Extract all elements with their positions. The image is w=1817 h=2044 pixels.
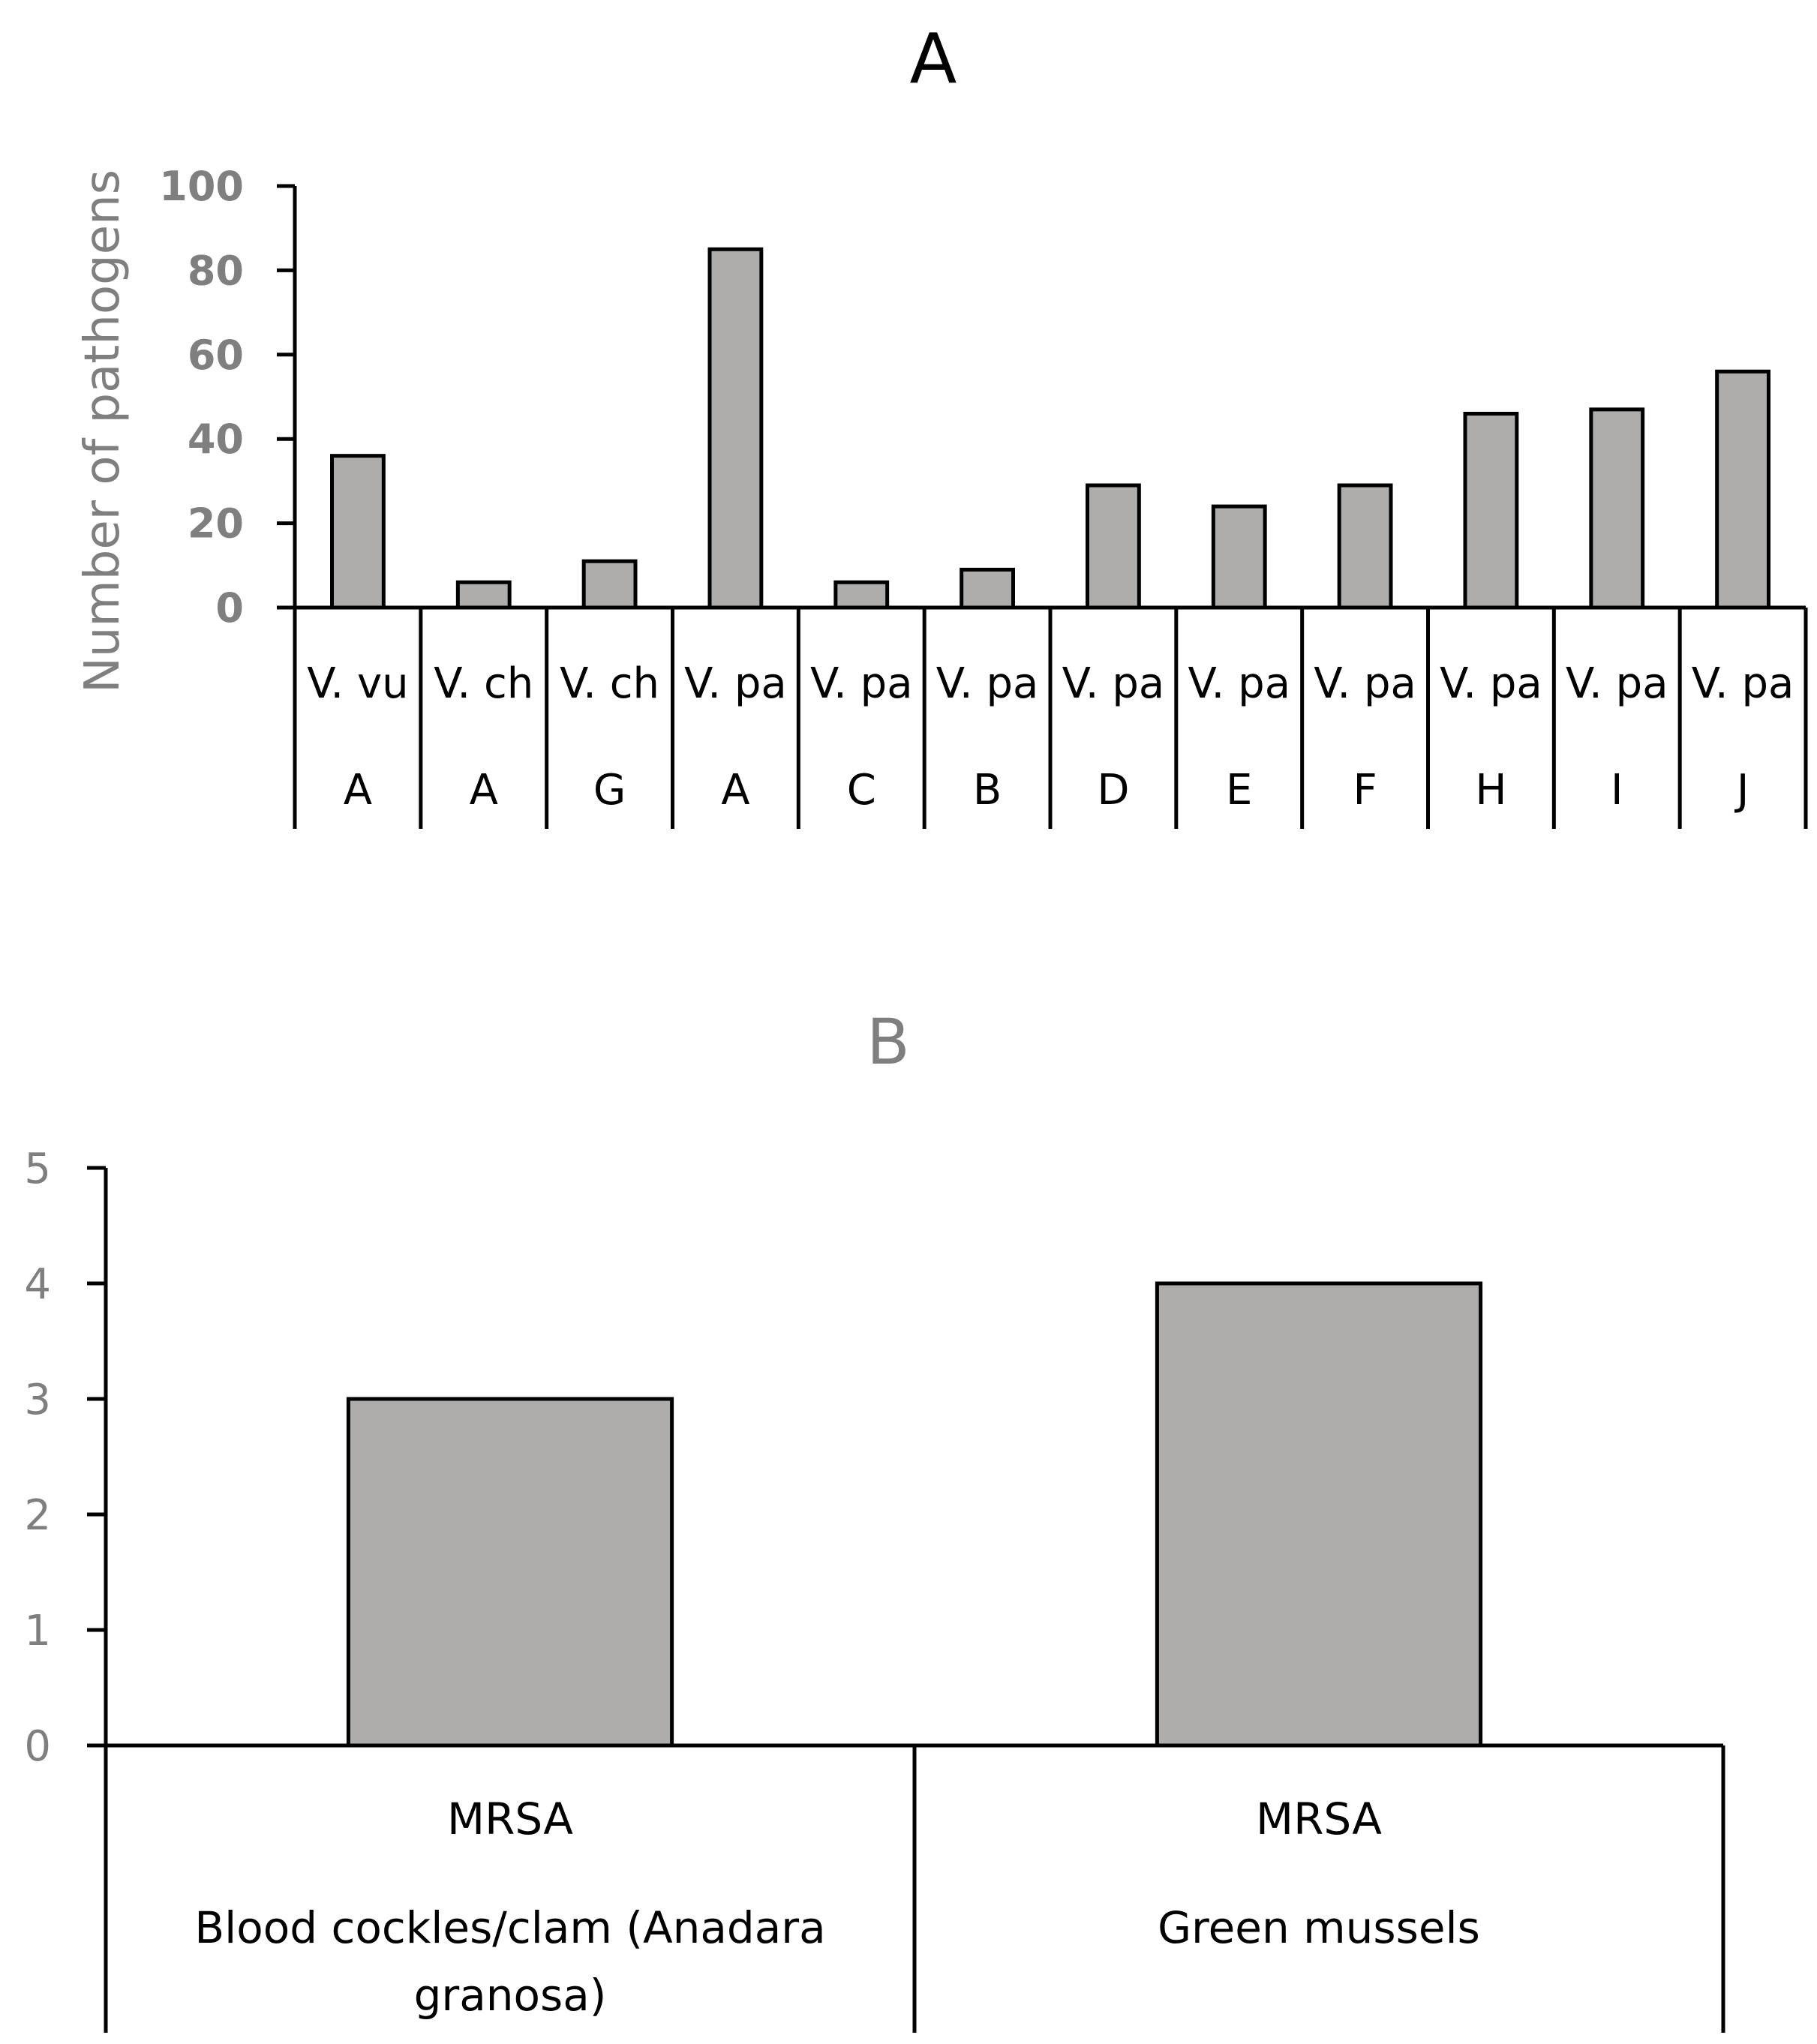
chart-b: B 0 1 2 3 4 5 MRSA Blood cockles/clam (Anadara… (24, 1005, 1725, 2033)
chart-a-bar (833, 580, 890, 610)
chart-a: A Number of pathogens 0 20 40 60 80 100 V. vu… (75, 19, 1808, 829)
chart-a-category-pathogen-label: V. pa (1188, 659, 1290, 708)
chart-b-category-pathogen-label: MRSA (447, 1793, 573, 1844)
chart-a-bar (1211, 504, 1267, 610)
chart-a-category-site-label: A (344, 766, 372, 815)
chart-a-category-site-label: E (1226, 766, 1252, 815)
chart-b-y-tick-label: 0 (24, 1722, 51, 1771)
chart-a-category-pathogen-label: V. pa (684, 659, 787, 708)
chart-a-y-tick-label: 0 (215, 584, 244, 632)
chart-a-category-labels: V. vu A V. ch A V. ch G V. pa A V. pa C V. pa B V. p… (307, 659, 1794, 815)
chart-a-category-pathogen-label: V. pa (1566, 659, 1668, 708)
chart-a-category-pathogen-label: V. pa (936, 659, 1039, 708)
chart-b-category-host-label-line: Green mussels (1158, 1902, 1480, 1953)
chart-a-y-axis-label: Number of pathogens (75, 170, 131, 693)
chart-a-category-site-label: F (1353, 766, 1377, 815)
chart-b-category-host-label-line: Blood cockles/clam (Anadara (194, 1902, 825, 1953)
chart-b-category-host-label: Green mussels (1158, 1902, 1480, 1953)
chart-a-category-pathogen-label: V. pa (1440, 659, 1542, 708)
chart-a-bar (1715, 369, 1770, 610)
chart-a-bars (330, 247, 1770, 610)
chart-a-y-tick-label: 100 (159, 163, 244, 210)
chart-b-axes (104, 1168, 1725, 2033)
chart-b-y-tick-label: 2 (24, 1491, 51, 1540)
chart-a-bar (581, 559, 638, 610)
chart-a-category-pathogen-label: V. ch (434, 659, 533, 708)
chart-a-category-site-label: J (1734, 766, 1749, 815)
chart-a-y-tick-label: 40 (188, 416, 244, 463)
chart-a-category-site-label: B (973, 766, 1002, 815)
chart-a-title: A (910, 19, 957, 99)
chart-a-category-site-label: C (847, 766, 876, 815)
chart-a-bar (707, 247, 764, 610)
chart-b-bars (346, 1281, 1483, 1748)
chart-a-y-tick-label: 80 (188, 247, 244, 294)
chart-a-bar (1086, 483, 1141, 610)
chart-a-bar (960, 567, 1015, 610)
chart-a-y-tick-label: 60 (188, 332, 244, 379)
chart-a-bar (1589, 407, 1645, 610)
chart-a-bar (455, 580, 512, 610)
chart-a-category-site-label: D (1097, 766, 1129, 815)
chart-b-category-labels: MRSA Blood cockles/clam (Anadara granosa) M… (194, 1793, 1480, 2021)
chart-a-axes (293, 186, 1808, 829)
chart-b-y-ticks: 0 1 2 3 4 5 (24, 1145, 106, 1771)
chart-b-y-tick-label: 5 (24, 1145, 51, 1193)
chart-a-category-pathogen-label: V. vu (307, 659, 408, 708)
chart-a-bar (1337, 483, 1393, 610)
chart-a-category-pathogen-label: V. pa (1062, 659, 1165, 708)
chart-a-category-pathogen-label: V. pa (1692, 659, 1794, 708)
chart-b-category-host-label-line: granosa) (414, 1970, 607, 2021)
chart-a-category-pathogen-label: V. pa (810, 659, 913, 708)
chart-a-category-site-label: H (1475, 766, 1506, 815)
chart-a-category-pathogen-label: V. ch (560, 659, 659, 708)
chart-b-y-tick-label: 4 (24, 1260, 51, 1309)
chart-b-y-tick-label: 1 (24, 1607, 51, 1655)
chart-b-bar (1155, 1281, 1483, 1748)
chart-a-category-site-label: A (470, 766, 498, 815)
chart-a-category-site-label: G (593, 766, 626, 815)
chart-a-y-tick-label: 20 (188, 500, 244, 548)
chart-b-y-tick-label: 3 (24, 1376, 51, 1424)
chart-b-title: B (866, 1005, 910, 1079)
chart-a-bar (1463, 411, 1519, 610)
chart-b-category-host-label: Blood cockles/clam (Anadara granosa) (194, 1902, 825, 2021)
chart-a-category-site-label: I (1611, 766, 1623, 815)
chart-a-bar (330, 454, 386, 610)
chart-a-y-ticks: 0 20 40 60 80 100 (159, 163, 295, 632)
chart-a-category-site-label: A (721, 766, 749, 815)
chart-b-bar (346, 1397, 674, 1748)
chart-a-category-pathogen-label: V. pa (1314, 659, 1416, 708)
chart-b-category-pathogen-label: MRSA (1256, 1793, 1382, 1844)
